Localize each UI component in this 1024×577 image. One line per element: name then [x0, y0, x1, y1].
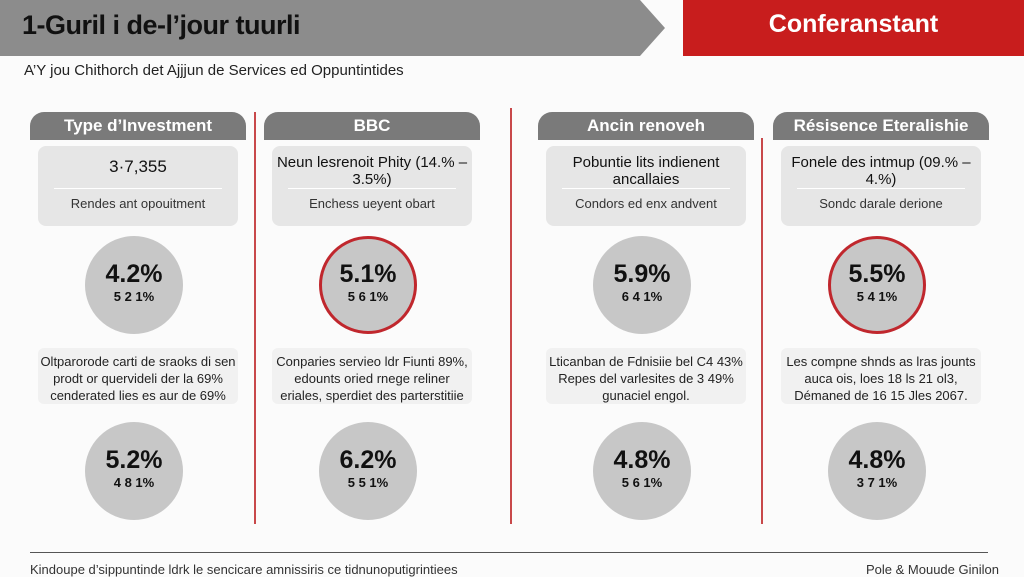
- column-investment-type: Type d’Investment 3·7,355 Rendes ant opo…: [30, 112, 246, 527]
- column-divider: [761, 138, 763, 524]
- rate-circle-secondary: 4.8% 5 6 1%: [593, 422, 691, 520]
- rate-breakdown: 4 8 1%: [113, 475, 155, 490]
- column-heading: Ancin renoveh: [538, 112, 754, 140]
- rate-circle-highlighted: 5.1% 5 6 1%: [319, 236, 417, 334]
- value-card: Fonele des intmup (09.% – 4.%) Sondc dar…: [781, 146, 981, 226]
- rate-breakdown: 6 4 1%: [621, 289, 663, 304]
- footer-divider: [30, 552, 988, 553]
- column-note: Oltparorode carti de sraoks di sen prodt…: [38, 348, 238, 404]
- rate-percent: 4.2%: [105, 260, 163, 288]
- rate-breakdown: 3 7 1%: [856, 475, 898, 490]
- rate-circle: 5.9% 6 4 1%: [593, 236, 691, 334]
- card-separator: [562, 188, 730, 189]
- rate-percent: 5.5%: [848, 260, 906, 288]
- card-value: Pobuntie lits indienent ancallaies: [572, 154, 720, 188]
- rate-breakdown: 5 6 1%: [347, 289, 389, 304]
- card-separator: [797, 188, 965, 189]
- rate-circle-highlighted: 5.5% 5 4 1%: [828, 236, 926, 334]
- page-subtitle: A’Y jou Chithorch det Ajjjun de Services…: [24, 62, 404, 79]
- value-card: 3·7,355 Rendes ant opouitment: [38, 146, 238, 226]
- column-heading: BBC: [264, 112, 480, 140]
- card-description: Enchess ueyent obart: [309, 196, 435, 211]
- card-description: Condors ed enx andvent: [575, 196, 717, 211]
- card-value: 3·7,355: [109, 157, 167, 176]
- card-value: Fonele des intmup (09.% – 4.%): [791, 154, 971, 188]
- column-renovation: Ancin renoveh Pobuntie lits indienent an…: [538, 112, 754, 527]
- rate-circle: 4.2% 5 2 1%: [85, 236, 183, 334]
- footer-credit: Pole & Mouude Ginilon: [866, 562, 999, 577]
- column-note: Les compne shnds as lras jounts auca ois…: [781, 348, 981, 404]
- header-banner: 1-Guril i de-l’jour tuurli: [0, 0, 665, 56]
- value-card: Neun lesrenoit Phity (14.% – 3.5%) Enche…: [272, 146, 472, 226]
- column-residence: Résisence Eteralishie Fonele des intmup …: [773, 112, 989, 527]
- rate-breakdown: 5 6 1%: [621, 475, 663, 490]
- column-note: Lticanban de Fdnisiie bel C4 43% Repes d…: [546, 348, 746, 404]
- header-red-title: Conferanstant: [768, 10, 939, 38]
- column-bbc: BBC Neun lesrenoit Phity (14.% – 3.5%) E…: [264, 112, 480, 527]
- column-note: Conparies servieo ldr Fiunti 89%, edount…: [272, 348, 472, 404]
- column-heading: Résisence Eteralishie: [773, 112, 989, 140]
- rate-percent: 4.8%: [613, 446, 671, 474]
- rate-circle-secondary: 6.2% 5 5 1%: [319, 422, 417, 520]
- rate-breakdown: 5 5 1%: [347, 475, 389, 490]
- header-arrow-shape: [0, 0, 665, 56]
- card-separator: [288, 188, 456, 189]
- rate-circle-secondary: 5.2% 4 8 1%: [85, 422, 183, 520]
- rate-circle-secondary: 4.8% 3 7 1%: [828, 422, 926, 520]
- page-title: 1-Guril i de-l’jour tuurli: [22, 10, 301, 40]
- footer-note: Kindoupe d’sippuntinde ldrk le sencicare…: [30, 562, 458, 577]
- column-divider: [254, 112, 256, 524]
- rate-percent: 5.9%: [613, 260, 671, 288]
- card-description: Rendes ant opouitment: [70, 196, 206, 211]
- rate-percent: 5.1%: [339, 260, 397, 288]
- card-description: Sondc darale derione: [819, 196, 943, 211]
- rate-percent: 6.2%: [339, 446, 397, 474]
- column-heading: Type d’Investment: [30, 112, 246, 140]
- rate-percent: 4.8%: [848, 446, 906, 474]
- value-card: Pobuntie lits indienent ancallaies Condo…: [546, 146, 746, 226]
- card-separator: [54, 188, 222, 189]
- header-red-banner: Conferanstant: [683, 0, 1024, 56]
- rate-breakdown: 5 2 1%: [113, 289, 155, 304]
- rate-percent: 5.2%: [105, 446, 163, 474]
- column-divider: [510, 108, 512, 524]
- card-value: Neun lesrenoit Phity (14.% – 3.5%): [276, 154, 468, 188]
- rate-breakdown: 5 4 1%: [856, 289, 898, 304]
